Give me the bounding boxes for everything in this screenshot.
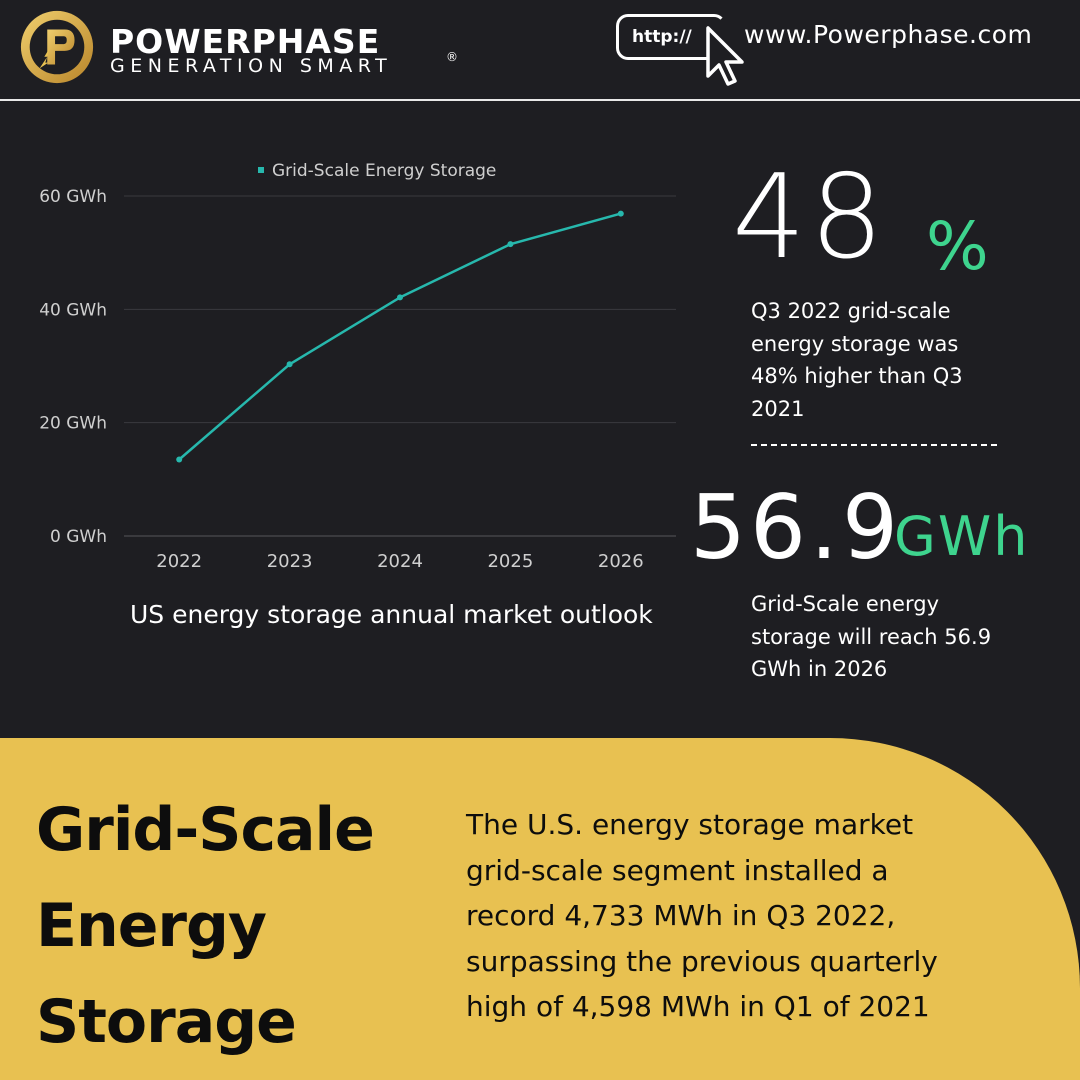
powerphase-logo-icon	[20, 10, 94, 84]
primary-stat-unit: %	[926, 208, 989, 285]
secondary-stat-unit: GWh	[894, 505, 1030, 568]
secondary-stat-value: 56.9	[690, 476, 902, 579]
y-tick-label: 0 GWh	[50, 527, 107, 547]
y-tick-label: 40 GWh	[39, 300, 107, 320]
y-tick-label: 60 GWh	[39, 187, 107, 207]
data-point	[286, 361, 293, 368]
header-divider	[0, 99, 1080, 101]
chart-caption: US energy storage annual market outlook	[130, 600, 653, 629]
x-tick-label: 2023	[267, 551, 313, 572]
primary-stat-value: 48	[732, 150, 888, 285]
stat-divider	[751, 444, 997, 446]
url-box	[616, 14, 726, 60]
x-tick-label: 2026	[598, 551, 644, 572]
x-tick-label: 2025	[487, 551, 533, 572]
cursor-icon	[706, 26, 744, 86]
header: POWERPHASE GENERATION SMART ® http:// ww…	[0, 0, 1080, 101]
secondary-stat-description: Grid-Scale energy storage will reach 56.…	[751, 592, 992, 681]
info-panel	[0, 738, 1080, 1080]
x-tick-label: 2024	[377, 551, 423, 572]
line-chart: 0 GWh 20 GWh 40 GWh 60 GWh 2022 2023 2024 2025 2…	[39, 161, 676, 572]
data-point	[617, 210, 624, 217]
legend-swatch	[258, 167, 264, 173]
brand-name: POWERPHASE	[110, 22, 381, 61]
url-label: http://	[632, 27, 692, 47]
panel-title: Grid-Scale Energy Storage	[36, 795, 375, 1057]
primary-stat-description: Q3 2022 grid-scale energy storage was 48…	[751, 299, 963, 421]
data-point	[176, 456, 183, 463]
data-point	[507, 241, 514, 248]
registered-mark: ®	[446, 50, 458, 64]
data-point	[397, 294, 403, 301]
legend-label: Grid-Scale Energy Storage	[272, 161, 496, 181]
y-tick-label: 20 GWh	[39, 414, 107, 434]
x-tick-label: 2022	[156, 551, 202, 572]
brand-tagline: GENERATION SMART	[110, 55, 393, 77]
website-link[interactable]: www.Powerphase.com	[744, 20, 1033, 49]
panel-body: The U.S. energy storage market grid-scal…	[466, 808, 938, 1023]
